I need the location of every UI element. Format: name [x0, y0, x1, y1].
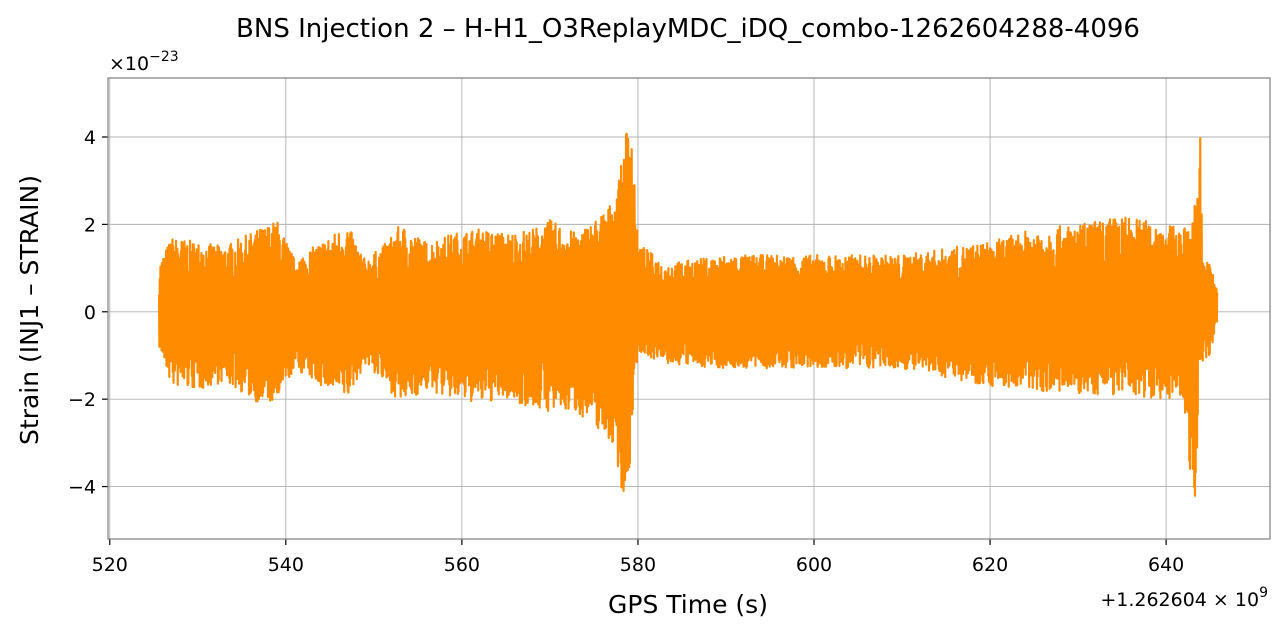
plot-frame — [107, 77, 1271, 540]
x-tick-label: 640 — [1148, 554, 1184, 576]
axis-ticks: 520 540 560 580 600 620 640 −4 −2 0 2 4 — [68, 127, 1184, 576]
x-tick-label: 580 — [620, 554, 656, 576]
chart-title: BNS Injection 2 – H-H1_O3ReplayMDC_iDQ_c… — [236, 14, 1140, 44]
x-tick-label: 560 — [444, 554, 480, 576]
x-tick-label: 600 — [796, 554, 832, 576]
y-tick-label: 2 — [84, 214, 96, 236]
strain-series-line — [157, 132, 1219, 497]
y-tick-label: −4 — [68, 477, 96, 499]
x-axis-label: GPS Time (s) — [608, 590, 768, 619]
series-layer — [157, 132, 1219, 497]
x-tick-label: 540 — [268, 554, 304, 576]
y-scale-factor: ×10−23 — [109, 49, 179, 75]
y-tick-label: 0 — [84, 302, 96, 324]
x-tick-label: 620 — [972, 554, 1008, 576]
y-axis-label: Strain (INJ1 – STRAIN) — [15, 175, 44, 445]
y-tick-label: 4 — [84, 127, 96, 149]
x-tick-label: 520 — [92, 554, 128, 576]
y-tick-label: −2 — [68, 389, 96, 411]
x-offset-text: +1.262604 × 109 — [1100, 585, 1268, 611]
